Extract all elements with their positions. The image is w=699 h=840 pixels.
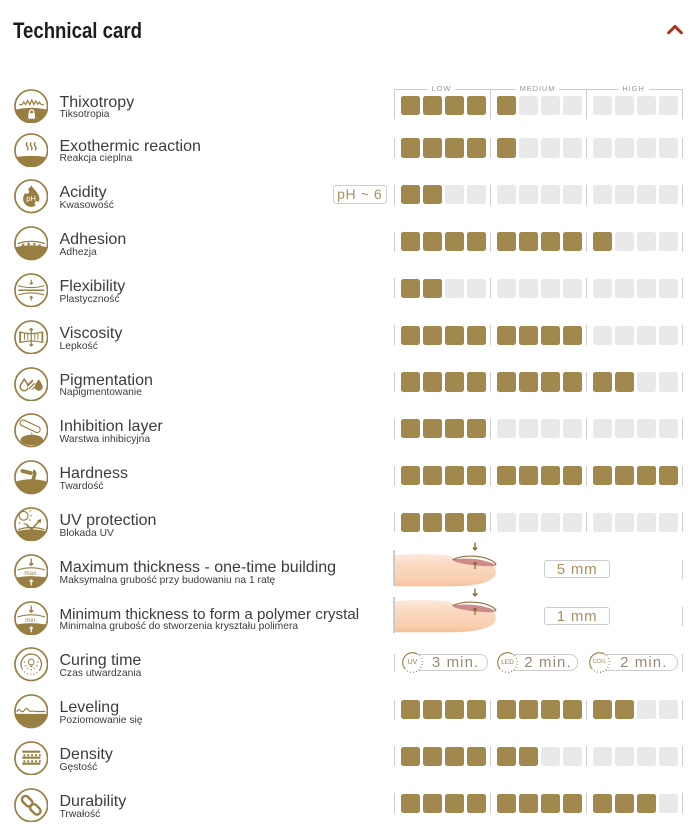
svg-text:min.: min. (25, 616, 37, 623)
svg-text:pH: pH (26, 194, 36, 203)
svg-text:max.: max. (24, 570, 38, 577)
